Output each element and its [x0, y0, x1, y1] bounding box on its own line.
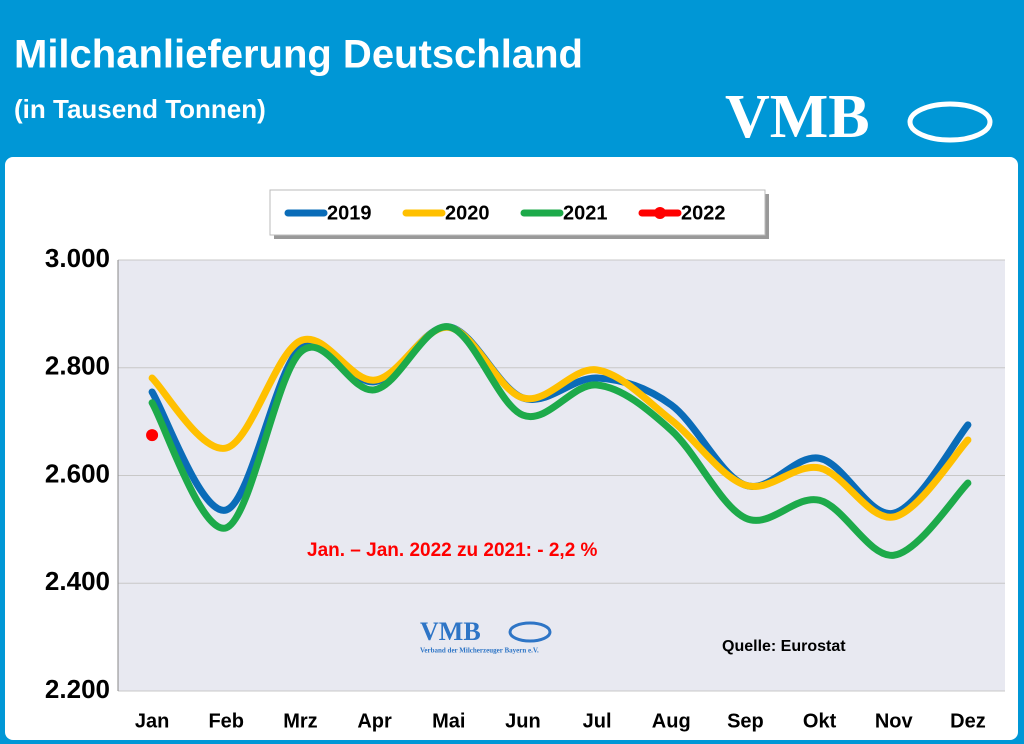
- chart-subtitle: (in Tausend Tonnen): [14, 94, 266, 124]
- x-tick-label: Jan: [135, 710, 169, 732]
- x-tick-label: Mai: [432, 710, 465, 732]
- x-tick-label: Sep: [727, 710, 764, 732]
- y-tick-label: 3.000: [45, 243, 110, 273]
- legend-label: 2020: [445, 202, 490, 224]
- x-tick-label: Okt: [803, 710, 837, 732]
- watermark-swirl: [508, 621, 552, 643]
- point: [146, 429, 159, 442]
- watermark-text: Verband der Milcherzeuger Bayern e.V.: [420, 647, 539, 655]
- series-line: [148, 323, 972, 559]
- y-tick-label: 2.400: [45, 566, 110, 596]
- y-tick-label: 2.200: [45, 674, 110, 704]
- x-tick-label: Dez: [950, 710, 986, 732]
- legend-dot: [654, 207, 666, 219]
- series-line: [148, 323, 972, 521]
- source: Quelle: Eurostat: [722, 638, 846, 655]
- x-tick-label: Aug: [652, 710, 691, 732]
- annotation: Jan. – Jan. 2022 zu 2021: - 2,2 %: [307, 540, 598, 561]
- legend-label: 2019: [327, 202, 372, 224]
- x-tick-label: Jul: [583, 710, 612, 732]
- x-tick-label: Mrz: [283, 710, 317, 732]
- legend-label: 2022: [681, 202, 726, 224]
- logo-swirl: [907, 101, 993, 143]
- chart-title: Milchanlieferung Deutschland: [14, 33, 583, 77]
- logo: VMB: [725, 83, 870, 151]
- x-tick-label: Jun: [505, 710, 541, 732]
- y-tick-label: 2.600: [45, 458, 110, 488]
- watermark-logo: VMB: [420, 617, 481, 646]
- y-tick-label: 2.800: [45, 351, 110, 381]
- x-tick-label: Apr: [357, 710, 392, 732]
- x-tick-label: Feb: [208, 710, 244, 732]
- x-tick-label: Nov: [875, 710, 914, 732]
- legend-label: 2021: [563, 202, 608, 224]
- legend: [269, 189, 766, 236]
